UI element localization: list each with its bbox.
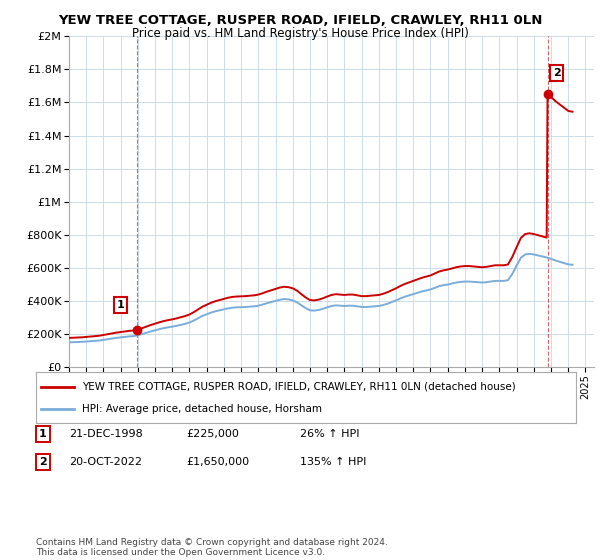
Text: 2: 2 (553, 68, 560, 78)
Text: HPI: Average price, detached house, Horsham: HPI: Average price, detached house, Hors… (82, 404, 322, 414)
Text: 20-OCT-2022: 20-OCT-2022 (69, 457, 142, 467)
Text: Price paid vs. HM Land Registry's House Price Index (HPI): Price paid vs. HM Land Registry's House … (131, 27, 469, 40)
Text: 1: 1 (39, 429, 47, 439)
Text: 26% ↑ HPI: 26% ↑ HPI (300, 429, 359, 439)
Text: £1,650,000: £1,650,000 (186, 457, 249, 467)
Text: Contains HM Land Registry data © Crown copyright and database right 2024.
This d: Contains HM Land Registry data © Crown c… (36, 538, 388, 557)
Text: 2: 2 (39, 457, 47, 467)
Text: YEW TREE COTTAGE, RUSPER ROAD, IFIELD, CRAWLEY, RH11 0LN: YEW TREE COTTAGE, RUSPER ROAD, IFIELD, C… (58, 14, 542, 27)
Text: £225,000: £225,000 (186, 429, 239, 439)
Text: 21-DEC-1998: 21-DEC-1998 (69, 429, 143, 439)
Text: YEW TREE COTTAGE, RUSPER ROAD, IFIELD, CRAWLEY, RH11 0LN (detached house): YEW TREE COTTAGE, RUSPER ROAD, IFIELD, C… (82, 381, 515, 391)
Text: 1: 1 (116, 300, 124, 310)
Text: 135% ↑ HPI: 135% ↑ HPI (300, 457, 367, 467)
